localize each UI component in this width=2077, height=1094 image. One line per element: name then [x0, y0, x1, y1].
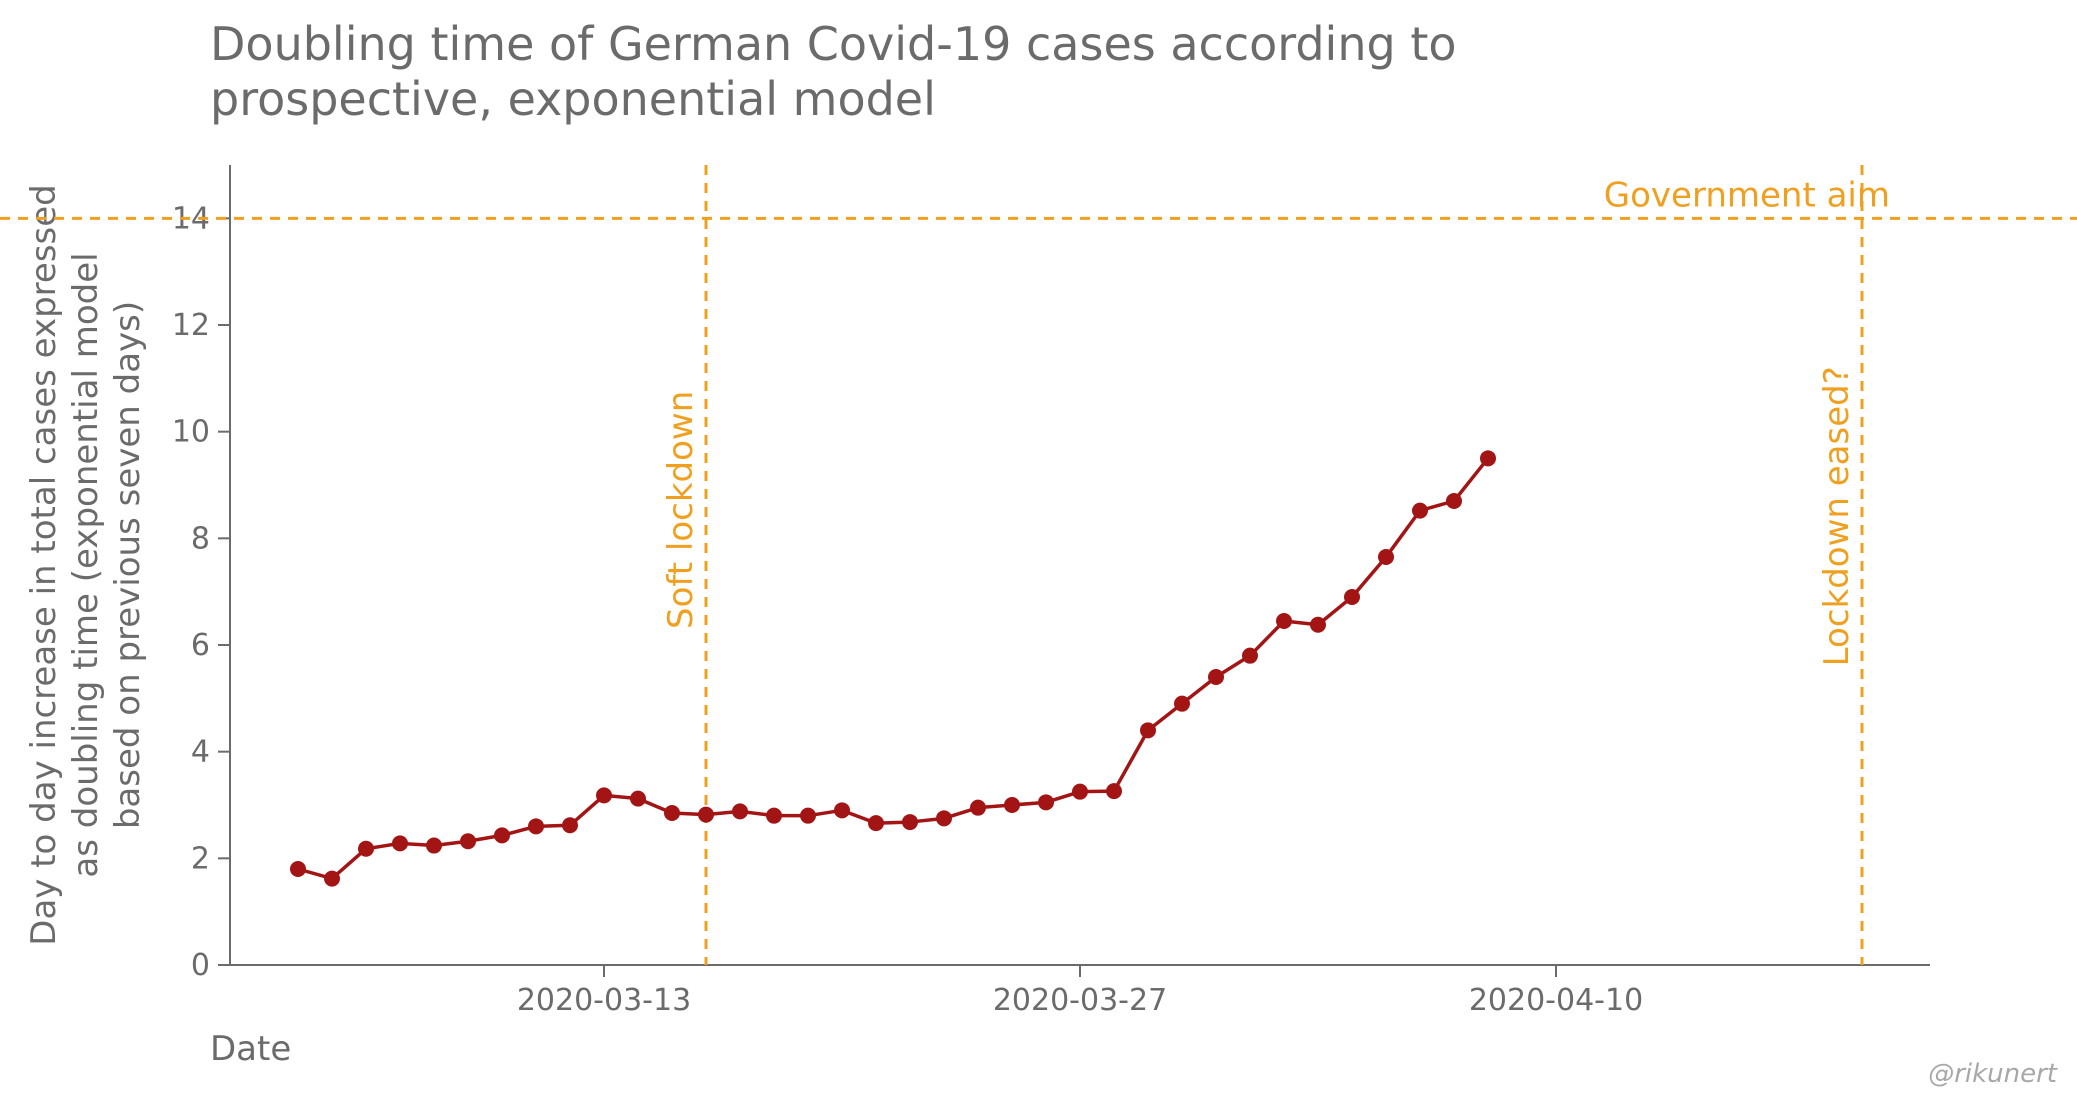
data-marker [766, 808, 782, 824]
annotation-label-soft-lockdown: Soft lockdown [661, 391, 701, 629]
data-marker [562, 817, 578, 833]
x-tick-label: 2020-03-13 [517, 983, 691, 1018]
data-marker [1446, 493, 1462, 509]
y-tick-label: 12 [172, 308, 210, 343]
y-axis-label-line: Day to day increase in total cases expre… [24, 184, 64, 945]
data-marker [868, 815, 884, 831]
y-tick-label: 2 [191, 841, 210, 876]
data-marker [1174, 696, 1190, 712]
chart-title-line2: prospective, exponential model [210, 72, 936, 126]
data-marker [1038, 794, 1054, 810]
y-tick-label: 8 [191, 521, 210, 556]
data-marker [664, 805, 680, 821]
y-tick-label: 0 [191, 948, 210, 983]
x-tick-label: 2020-03-27 [993, 983, 1167, 1018]
chart-title-line1: Doubling time of German Covid-19 cases a… [210, 17, 1457, 71]
data-marker [1004, 797, 1020, 813]
data-marker [1310, 617, 1326, 633]
data-marker [698, 807, 714, 823]
data-marker [1344, 589, 1360, 605]
data-marker [528, 818, 544, 834]
y-axis-label-line: as doubling time (exponential model [66, 252, 106, 877]
data-marker [324, 871, 340, 887]
y-axis-label-line: based on previous seven days) [108, 301, 148, 829]
data-marker [426, 838, 442, 854]
chart-svg: Doubling time of German Covid-19 cases a… [0, 0, 2077, 1094]
chart-container: Doubling time of German Covid-19 cases a… [0, 0, 2077, 1094]
data-marker [290, 861, 306, 877]
data-marker [1140, 722, 1156, 738]
y-tick-label: 4 [191, 735, 210, 770]
data-marker [732, 803, 748, 819]
y-tick-label: 10 [172, 415, 210, 450]
data-marker [936, 810, 952, 826]
x-axis-label: Date [210, 1029, 291, 1069]
data-marker [970, 800, 986, 816]
data-marker [1412, 503, 1428, 519]
plot-background [0, 0, 2077, 1094]
data-marker [1106, 783, 1122, 799]
data-marker [596, 787, 612, 803]
data-marker [800, 808, 816, 824]
data-marker [1208, 669, 1224, 685]
data-marker [630, 791, 646, 807]
data-marker [1242, 648, 1258, 664]
data-marker [1378, 549, 1394, 565]
data-marker [1276, 613, 1292, 629]
data-marker [358, 841, 374, 857]
annotation-label-government-aim: Government aim [1604, 175, 1890, 215]
data-marker [902, 814, 918, 830]
credit-text: @rikunert [1928, 1059, 2058, 1089]
data-marker [494, 827, 510, 843]
x-tick-label: 2020-04-10 [1469, 983, 1643, 1018]
data-marker [392, 835, 408, 851]
data-marker [1480, 450, 1496, 466]
y-tick-label: 6 [191, 628, 210, 663]
data-marker [1072, 784, 1088, 800]
data-marker [834, 802, 850, 818]
data-marker [460, 833, 476, 849]
annotation-label-lockdown-eased: Lockdown eased? [1817, 366, 1857, 666]
